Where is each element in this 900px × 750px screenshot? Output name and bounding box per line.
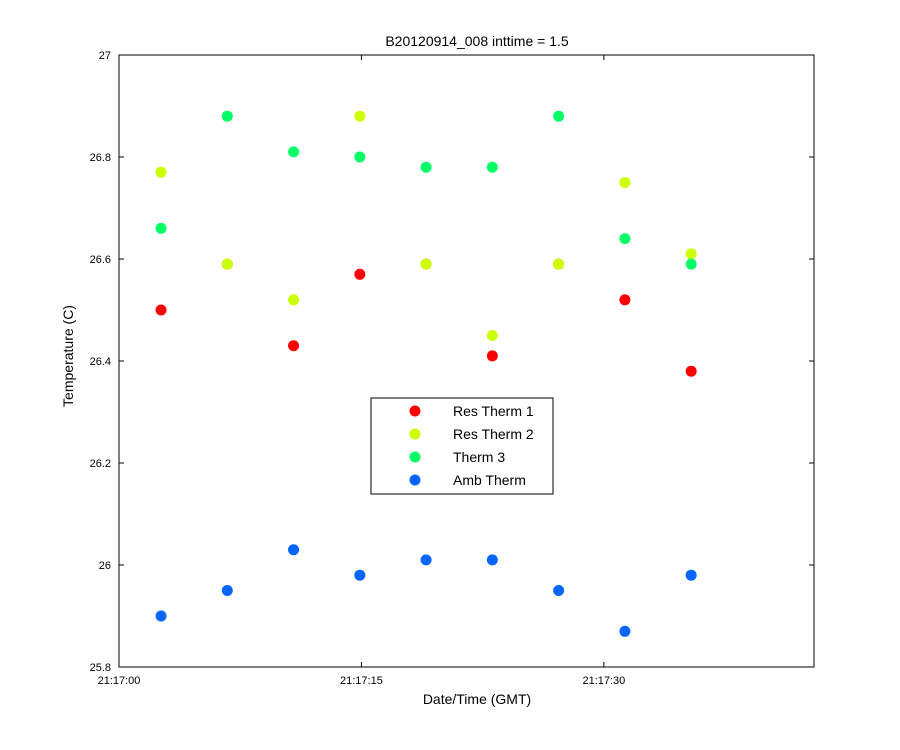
chart-title: B20120914_008 inttime = 1.5 xyxy=(385,33,569,49)
y-axis: 25.8 26 26.2 26.4 26.6 26.8 27 xyxy=(90,50,814,674)
data-point xyxy=(553,110,565,122)
data-point xyxy=(685,365,697,377)
data-point xyxy=(685,569,697,581)
data-point xyxy=(486,350,498,362)
data-point xyxy=(288,340,300,352)
data-point xyxy=(354,110,366,122)
data-points xyxy=(155,110,697,637)
y-tick-label: 26.8 xyxy=(90,152,111,164)
x-tick-label: 21:17:30 xyxy=(582,675,625,687)
data-point xyxy=(354,151,366,163)
data-point xyxy=(553,585,565,596)
x-axis-label: Date/Time (GMT) xyxy=(423,691,531,707)
data-point xyxy=(288,146,300,158)
y-tick-label: 26.4 xyxy=(90,356,111,368)
data-point xyxy=(354,268,366,280)
data-point xyxy=(155,304,167,316)
legend-box xyxy=(370,397,554,495)
data-point xyxy=(221,585,233,596)
data-point xyxy=(155,166,167,178)
series-1 xyxy=(155,110,697,341)
data-point xyxy=(221,258,233,270)
y-tick-label: 26.6 xyxy=(90,254,111,266)
y-tick-label: 25.8 xyxy=(90,662,111,674)
legend-label: Therm 3 xyxy=(453,449,505,465)
legend-marker xyxy=(409,428,421,440)
x-tick-label: 21:17:15 xyxy=(340,675,383,687)
data-point xyxy=(420,161,432,173)
data-point xyxy=(486,161,498,173)
legend-marker xyxy=(409,451,421,463)
x-tick-label: 21:17:00 xyxy=(98,675,141,687)
data-point xyxy=(354,569,366,581)
data-point xyxy=(486,330,498,341)
data-point xyxy=(420,258,432,270)
legend-label: Amb Therm xyxy=(453,472,526,488)
legend-label: Res Therm 1 xyxy=(453,403,534,419)
data-point xyxy=(420,554,432,566)
data-point xyxy=(619,233,631,245)
data-point xyxy=(619,177,631,188)
data-point xyxy=(685,248,697,260)
legend-label: Res Therm 2 xyxy=(453,426,534,442)
series-2 xyxy=(155,110,697,270)
y-tick-label: 27 xyxy=(99,50,111,62)
series-3 xyxy=(155,544,697,637)
data-point xyxy=(288,294,300,306)
y-axis-label: Temperature (C) xyxy=(60,305,76,407)
x-axis: 21:17:00 21:17:15 21:17:30 xyxy=(98,55,625,687)
y-tick-label: 26 xyxy=(99,560,111,572)
y-tick-label: 26.2 xyxy=(90,458,111,470)
legend-marker xyxy=(409,405,421,417)
data-point xyxy=(155,222,167,234)
legend: Res Therm 1 Res Therm 2 Therm 3 Amb Therm xyxy=(370,397,554,495)
data-point xyxy=(486,554,498,566)
data-point xyxy=(619,625,631,637)
data-point xyxy=(155,610,167,622)
data-point xyxy=(619,294,631,306)
data-point xyxy=(553,258,565,270)
data-point xyxy=(221,110,233,122)
data-point xyxy=(685,258,697,270)
legend-marker xyxy=(409,474,421,486)
plot-area xyxy=(118,54,815,668)
data-point xyxy=(288,544,300,556)
